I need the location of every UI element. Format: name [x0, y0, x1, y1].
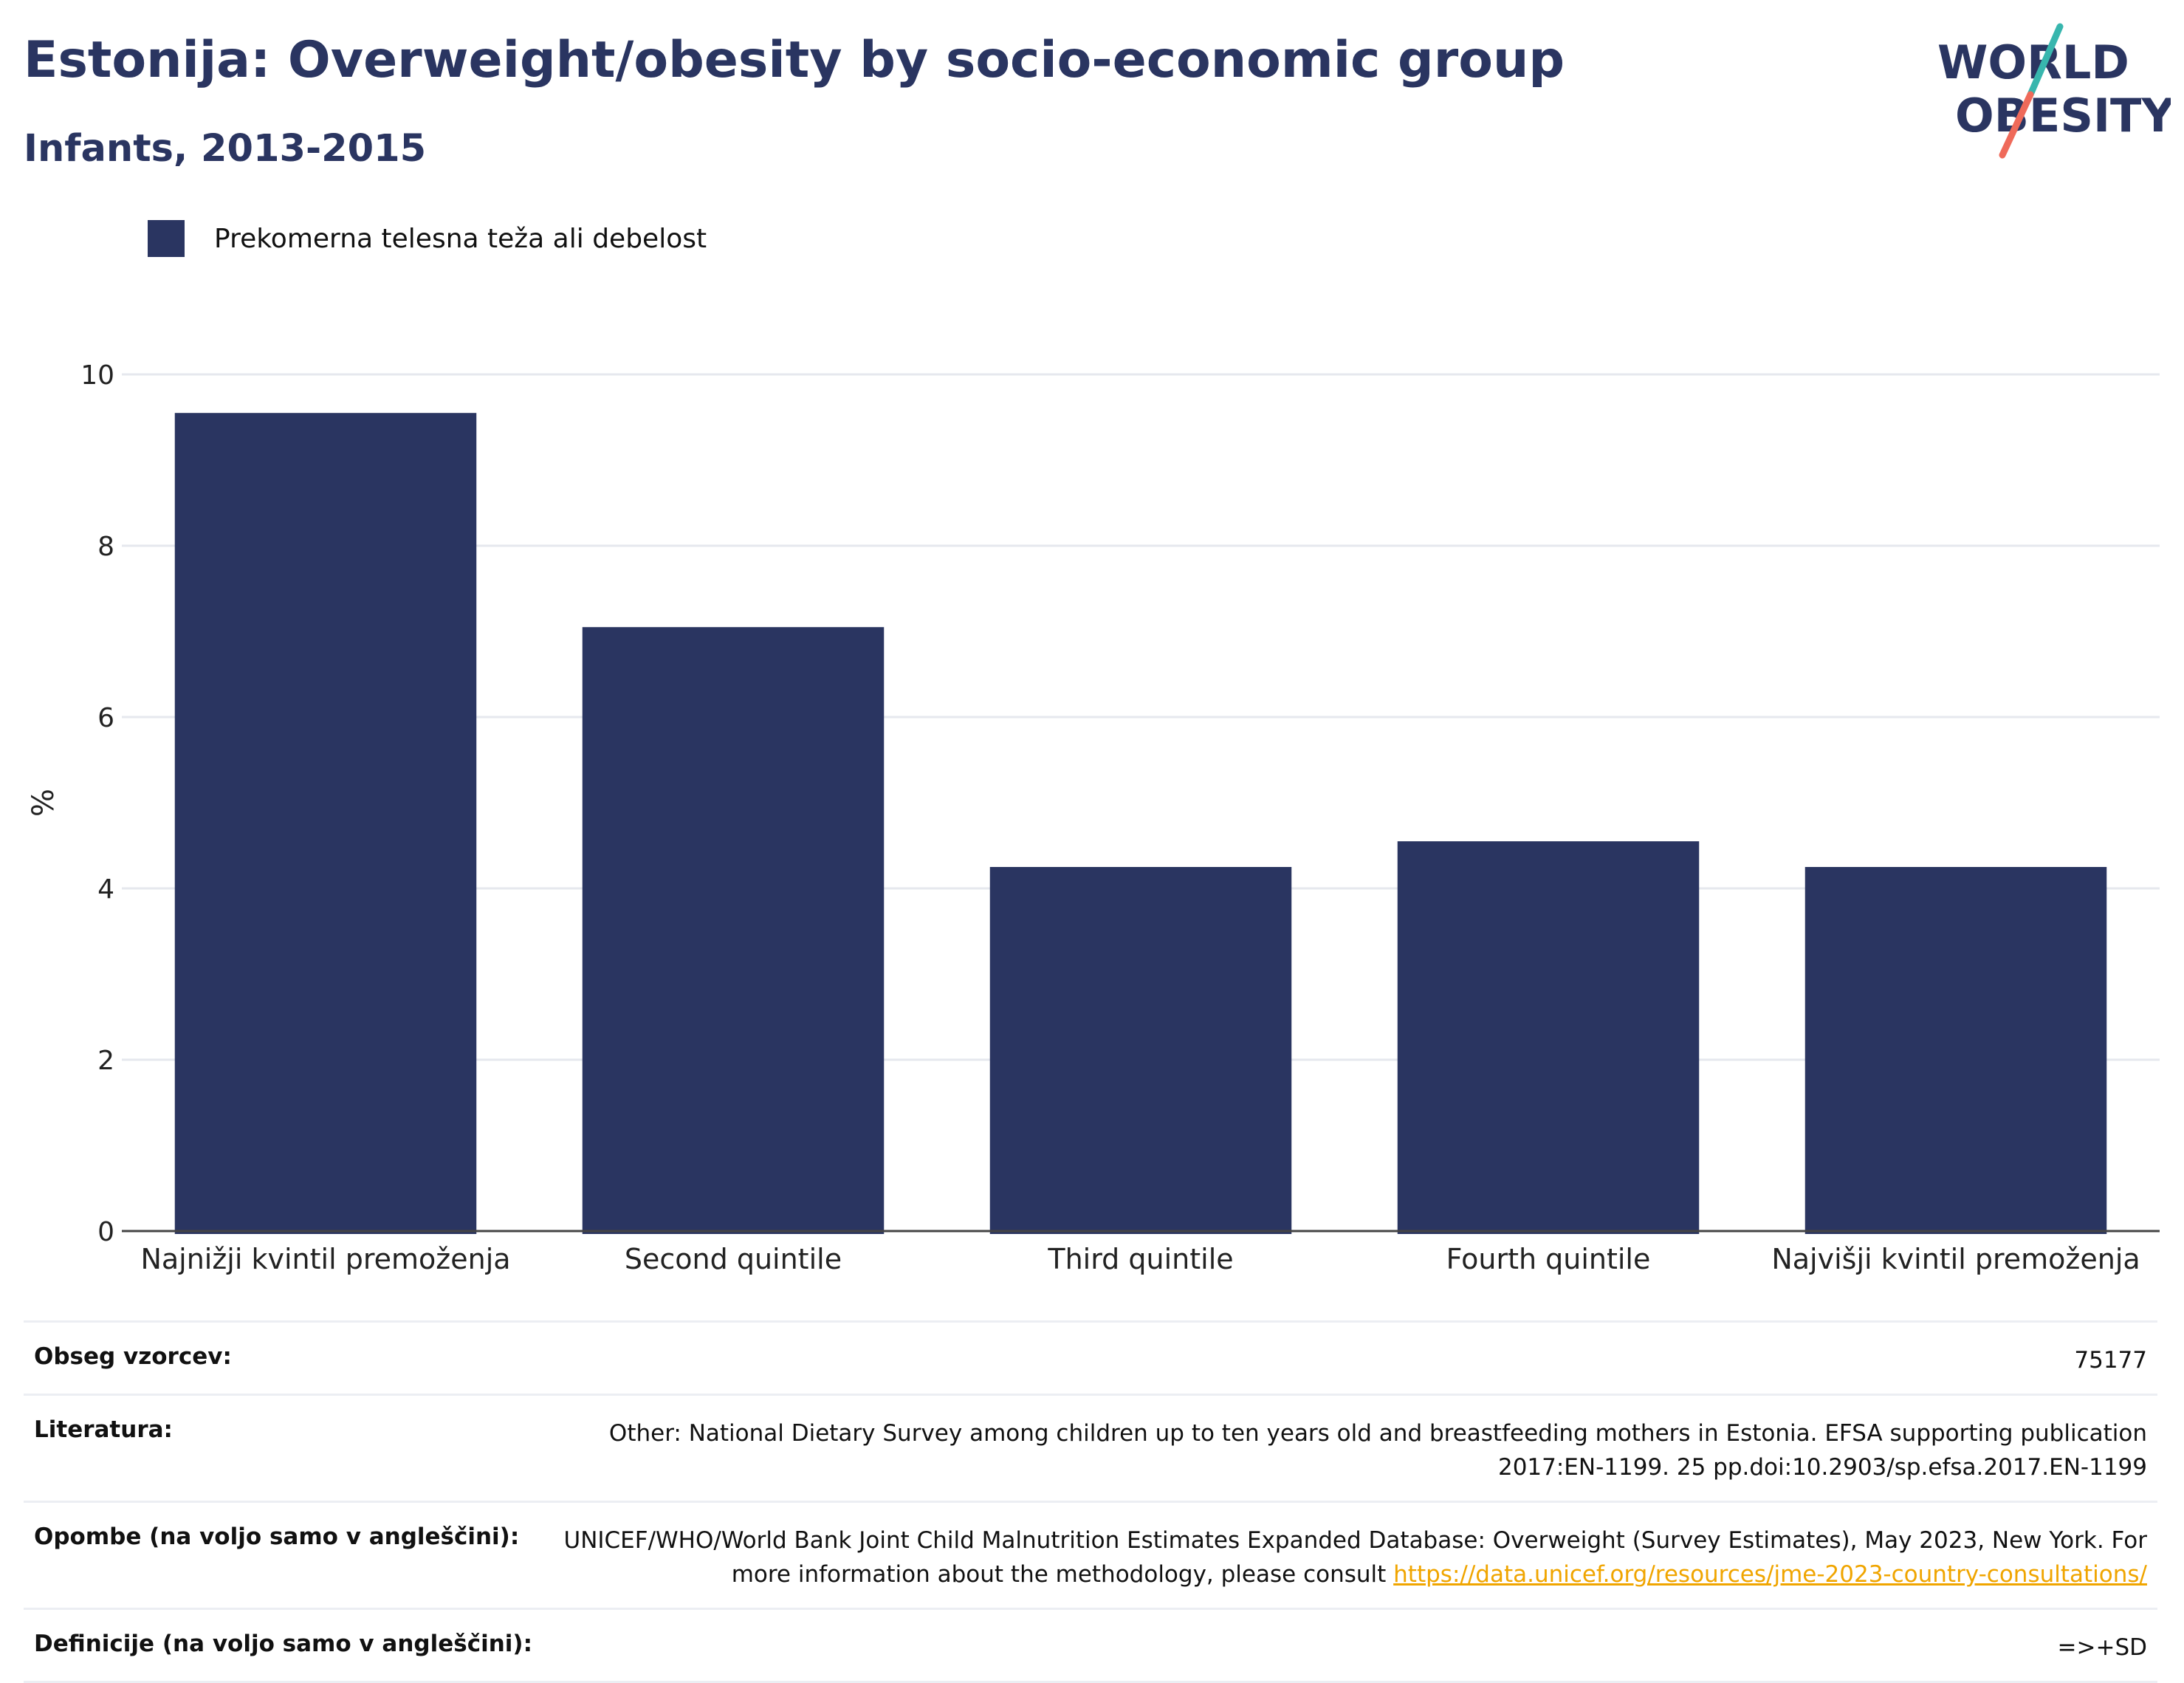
- meta-label-notes: Opombe (na voljo samo v angleščini):: [34, 1523, 520, 1550]
- meta-value-definitions: =>+SD: [2057, 1634, 2147, 1661]
- y-tick-label-8: 8: [97, 532, 114, 562]
- meta-value-sample-size: 75177: [2074, 1347, 2147, 1374]
- legend[interactable]: Prekomerna telesna teža ali debelost: [148, 220, 707, 257]
- meta-value-literature: Other: National Dietary Survey among chi…: [608, 1420, 2147, 1481]
- logo-slash-teal: [2027, 23, 2064, 98]
- world-obesity-logo: WORLD OBESITY: [1937, 23, 2171, 159]
- y-tick-label-4: 4: [97, 874, 114, 905]
- y-tick-label-6: 6: [97, 703, 114, 733]
- meta-label-sample-size: Obseg vzorcev:: [34, 1343, 232, 1370]
- logo-slash-coral: [1999, 91, 2034, 159]
- x-tick-label-4: Fourth quintile: [1446, 1243, 1651, 1275]
- legend-swatch: [148, 220, 185, 257]
- legend-label: Prekomerna telesna teža ali debelost: [214, 223, 707, 254]
- x-tick-label-3: Third quintile: [1047, 1243, 1233, 1275]
- x-tick-label-2: Second quintile: [625, 1243, 842, 1275]
- chart-title: Estonija: Overweight/obesity by socio-ec…: [24, 31, 1565, 89]
- meta-label-definitions: Definicije (na voljo samo v angleščini):: [34, 1631, 532, 1657]
- chart-subtitle: Infants, 2013-2015: [24, 127, 427, 171]
- bar-5: [1804, 867, 2107, 1234]
- bar-1: [174, 413, 477, 1235]
- y-tick-label-2: 2: [97, 1046, 114, 1076]
- x-tick-label-5: Najvišji kvintil premoženja: [1771, 1243, 2140, 1275]
- x-tick-label-1: Najnižji kvintil premoženja: [140, 1243, 510, 1275]
- logo-word-obesity: OBESITY: [1955, 89, 2171, 143]
- meta-label-literature: Literatura:: [34, 1416, 173, 1443]
- bar-4: [1397, 841, 1700, 1234]
- bar-2: [582, 627, 885, 1234]
- methodology-link[interactable]: https://data.unicef.org/resources/jme-20…: [1393, 1561, 2147, 1588]
- y-tick-label-10: 10: [80, 360, 114, 391]
- meta-row-sample-size: Obseg vzorcev: 75177: [24, 1320, 2157, 1394]
- y-tick-label-0: 0: [97, 1217, 114, 1247]
- meta-row-notes: Opombe (na voljo samo v angleščini): UNI…: [24, 1501, 2157, 1608]
- meta-value-notes: UNICEF/WHO/World Bank Joint Child Malnut…: [560, 1523, 2148, 1591]
- meta-row-definitions: Definicije (na voljo samo v angleščini):…: [24, 1608, 2157, 1683]
- metadata-table: Obseg vzorcev: 75177 Literatura: Other: …: [24, 1320, 2157, 1683]
- meta-row-literature: Literatura: Other: National Dietary Surv…: [24, 1394, 2157, 1501]
- bar-3: [989, 867, 1292, 1234]
- meta-notes-text: UNICEF/WHO/World Bank Joint Child Malnut…: [563, 1527, 2148, 1588]
- bar-chart: 0 2 4 6 8 10% Najnižji kvintil premoženja Secon…: [27, 360, 2160, 1275]
- y-axis-label: %: [27, 789, 61, 817]
